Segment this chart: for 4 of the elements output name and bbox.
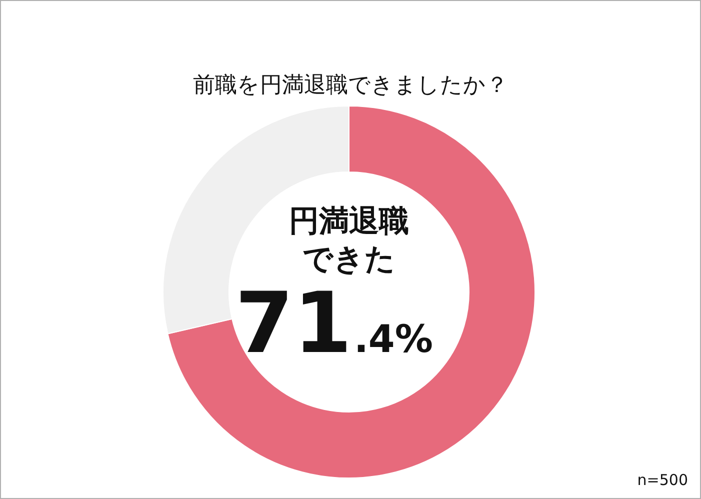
slice-label: 円満退職できた xyxy=(289,204,409,277)
text: n=500 xyxy=(637,471,688,489)
chart-title: 前職を円満退職できましたか？ xyxy=(193,73,508,98)
data-label: 71.4% xyxy=(235,274,433,372)
